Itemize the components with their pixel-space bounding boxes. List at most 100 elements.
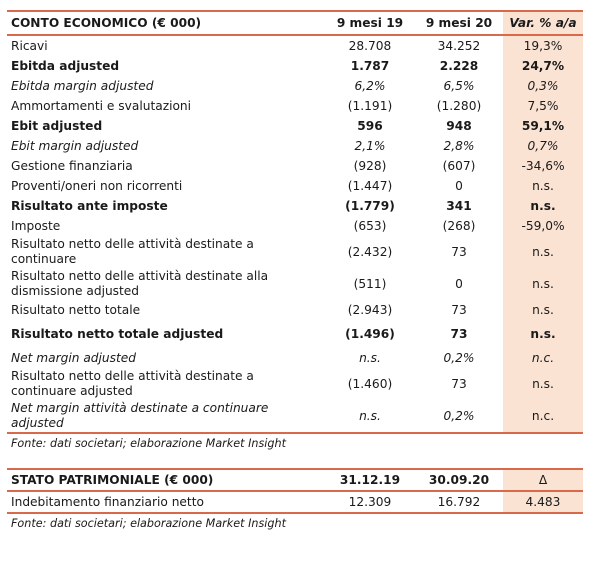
- cell-9m19: (1.460): [347, 376, 393, 391]
- row-label: Indebitamento finanziario netto: [7, 491, 325, 514]
- cell-change: 7,5%: [503, 96, 583, 116]
- cell-delta: 4.483: [503, 491, 583, 514]
- cell-9m19: (1.496): [345, 326, 395, 341]
- cell-9m20: 2,8%: [443, 138, 475, 153]
- cell-9m19: (1.779): [345, 198, 395, 213]
- row-label: Imposte: [11, 218, 61, 233]
- cell-change: 19,3%: [503, 35, 583, 56]
- cell-change: n.s.: [503, 324, 583, 344]
- table-row: Ricavi 28.708 34.252 19,3%: [7, 35, 583, 56]
- column-header-300920: 30.09.20: [415, 468, 503, 492]
- cell-9m19: (1.191): [347, 98, 393, 113]
- cell-9m20: 2.228: [439, 58, 479, 73]
- cell-9m20: 341: [446, 198, 472, 213]
- table-row: Ebit margin adjusted 2,1% 2,8% 0,7%: [7, 136, 583, 156]
- cell-change: n.s.: [503, 300, 583, 320]
- table-row: Ammortamenti e svalutazioni (1.191) (1.2…: [7, 96, 583, 116]
- row-label: Ebitda margin adjusted: [11, 78, 154, 93]
- row-label: Ammortamenti e svalutazioni: [11, 98, 192, 113]
- column-header-9m20: 9 mesi 20: [415, 10, 503, 36]
- cell-311219: 12.309: [325, 491, 415, 514]
- cell-change: n.s.: [503, 176, 583, 196]
- cell-9m19: (653): [353, 218, 387, 233]
- table-row: Net margin adjusted n.s. 0,2% n.c.: [7, 348, 583, 368]
- table-row: Risultato ante imposte (1.779) 341 n.s.: [7, 196, 583, 216]
- cell-9m19: 2,1%: [354, 138, 386, 153]
- cell-9m20: 73: [450, 326, 468, 341]
- table-row: Imposte (653) (268) -59,0%: [7, 216, 583, 236]
- cell-9m19: 1.787: [350, 58, 390, 73]
- cell-9m20: 34.252: [437, 38, 481, 53]
- row-label: Net margin adjusted: [11, 350, 137, 365]
- table-row: Gestione finanziaria (928) (607) -34,6%: [7, 156, 583, 176]
- row-label: Ebitda adjusted: [11, 58, 120, 73]
- balance-sheet-table: STATO PATRIMONIALE (€ 000) 31.12.19 30.0…: [7, 468, 583, 514]
- row-label: Proventi/oneri non ricorrenti: [11, 178, 183, 193]
- cell-9m19: (511): [353, 276, 387, 291]
- cell-9m20: 6,5%: [443, 78, 475, 93]
- table-row: Net margin attività destinate a continua…: [7, 400, 583, 434]
- cell-change: n.s.: [503, 268, 583, 300]
- table-header-row: CONTO ECONOMICO (€ 000) 9 mesi 19 9 mesi…: [7, 10, 583, 36]
- cell-9m20: 73: [451, 376, 467, 391]
- cell-9m19: (928): [353, 158, 387, 173]
- cell-change: n.c.: [503, 400, 583, 434]
- financial-tables: CONTO ECONOMICO (€ 000) 9 mesi 19 9 mesi…: [7, 10, 583, 538]
- row-label: Risultato netto totale: [11, 302, 141, 317]
- cell-9m20: 948: [446, 118, 472, 133]
- cell-300920: 16.792: [415, 491, 503, 514]
- cell-9m20: (268): [442, 218, 476, 233]
- cell-change: -59,0%: [503, 216, 583, 236]
- cell-9m19: 28.708: [348, 38, 392, 53]
- cell-9m20: 0,2%: [415, 400, 503, 434]
- cell-change: -34,6%: [503, 156, 583, 176]
- cell-9m19: 6,2%: [354, 78, 386, 93]
- spacer-row: [7, 344, 583, 348]
- table-row: Proventi/oneri non ricorrenti (1.447) 0 …: [7, 176, 583, 196]
- cell-9m20: 0: [455, 276, 463, 291]
- table-row: Risultato netto delle attività destinate…: [7, 268, 583, 300]
- spacer-row: [7, 320, 583, 324]
- income-statement-title: CONTO ECONOMICO (€ 000): [7, 10, 325, 36]
- cell-change: 24,7%: [503, 56, 583, 76]
- cell-9m19: (1.447): [347, 178, 393, 193]
- cell-change: n.c.: [503, 348, 583, 368]
- cell-9m19: (2.432): [347, 244, 393, 259]
- row-label: Risultato netto delle attività destinate…: [11, 237, 254, 266]
- cell-change: 0,3%: [503, 76, 583, 96]
- table-row: Indebitamento finanziario netto 12.309 1…: [7, 491, 583, 514]
- income-statement-source-note: Fonte: dati societari; elaborazione Mark…: [11, 437, 286, 450]
- table-header-row: STATO PATRIMONIALE (€ 000) 31.12.19 30.0…: [7, 468, 583, 492]
- row-label: Risultato netto delle attività destinate…: [11, 269, 269, 298]
- table-row: Risultato netto delle attività destinate…: [7, 368, 583, 400]
- cell-change: n.s.: [503, 196, 583, 216]
- row-label: Gestione finanziaria: [11, 158, 133, 173]
- table-row: Ebit adjusted 596 948 59,1%: [7, 116, 583, 136]
- cell-9m19: n.s.: [359, 350, 381, 365]
- cell-9m20: 73: [451, 302, 467, 317]
- cell-9m19: n.s.: [325, 400, 415, 434]
- cell-change: n.s.: [503, 368, 583, 400]
- row-label: Ebit margin adjusted: [11, 138, 139, 153]
- row-label: Net margin attività destinate a continua…: [7, 400, 325, 434]
- column-header-change: Var. % a/a: [503, 10, 583, 36]
- cell-9m20: (607): [442, 158, 476, 173]
- balance-sheet-source-note: Fonte: dati societari; elaborazione Mark…: [11, 517, 286, 530]
- cell-9m20: 0,2%: [443, 350, 475, 365]
- balance-sheet-title: STATO PATRIMONIALE (€ 000): [7, 468, 325, 492]
- row-label: Ebit adjusted: [11, 118, 103, 133]
- row-label: Risultato netto totale adjusted: [11, 326, 224, 341]
- table-row: Risultato netto totale (2.943) 73 n.s.: [7, 300, 583, 320]
- cell-change: n.s.: [503, 236, 583, 268]
- column-header-9m19: 9 mesi 19: [325, 10, 415, 36]
- table-row: Risultato netto totale adjusted (1.496) …: [7, 324, 583, 344]
- column-header-311219: 31.12.19: [325, 468, 415, 492]
- cell-9m20: 73: [451, 244, 467, 259]
- cell-9m20: (1.280): [436, 98, 482, 113]
- row-label: Risultato netto delle attività destinate…: [11, 369, 254, 398]
- cell-change: 0,7%: [503, 136, 583, 156]
- cell-9m19: 596: [357, 118, 383, 133]
- table-row: Risultato netto delle attività destinate…: [7, 236, 583, 268]
- cell-9m20: 0: [455, 178, 463, 193]
- row-label: Ricavi: [11, 38, 48, 53]
